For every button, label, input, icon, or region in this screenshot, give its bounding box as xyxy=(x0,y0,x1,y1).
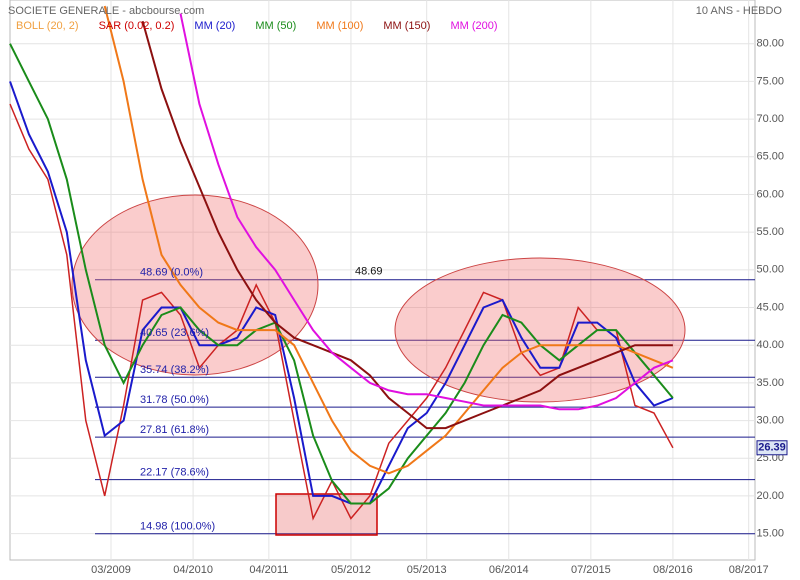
legend-entry: MM (100) xyxy=(316,20,363,32)
fib-label: 14.98 (100.0%) xyxy=(140,521,215,533)
y-tick-label: 70.00 xyxy=(756,113,784,125)
legend-entry: MM (20) xyxy=(194,20,235,32)
fib-high-label: 48.69 xyxy=(355,266,383,278)
moving-average-line xyxy=(103,5,674,475)
y-tick-label: 20.00 xyxy=(756,490,784,502)
moving-average-line xyxy=(9,81,674,505)
chart-subtitle: 10 ANS - HEBDO xyxy=(696,5,783,17)
y-tick-label: 15.00 xyxy=(756,528,784,540)
y-tick-label: 75.00 xyxy=(756,75,784,87)
last-price-tag xyxy=(756,440,788,456)
x-tick-label: 05/2013 xyxy=(407,564,447,576)
highlight-box xyxy=(275,493,378,536)
y-tick-label: 45.00 xyxy=(756,301,784,313)
fib-label: 40.65 (23.6%) xyxy=(140,327,209,339)
y-tick-label: 40.00 xyxy=(756,339,784,351)
fib-label: 31.78 (50.0%) xyxy=(140,394,209,406)
x-tick-label: 04/2010 xyxy=(173,564,213,576)
y-tick-label: 50.00 xyxy=(756,264,784,276)
x-tick-label: 04/2011 xyxy=(249,564,288,576)
y-tick-label: 30.00 xyxy=(756,414,784,426)
highlight-ellipse xyxy=(394,257,686,403)
chart-title: SOCIETE GENERALE - abcbourse.com xyxy=(8,5,204,17)
y-tick-label: 55.00 xyxy=(756,226,784,238)
legend-entry: MM (200) xyxy=(450,20,497,32)
legend-entry: MM (150) xyxy=(383,20,430,32)
plot xyxy=(9,5,674,521)
fib-label: 48.69 (0.0%) xyxy=(140,267,203,279)
moving-average-line xyxy=(9,43,674,505)
x-tick-label: 07/2015 xyxy=(571,564,611,576)
x-tick-label: 05/2012 xyxy=(331,564,371,576)
fib-label: 35.74 (38.2%) xyxy=(140,364,209,376)
last-price-label: 26.39 xyxy=(758,442,786,454)
legend-entry: SAR (0.02, 0.2) xyxy=(99,20,175,32)
fib-label: 22.17 (78.6%) xyxy=(140,466,209,478)
legend: BOLL (20, 2) SAR (0.02, 0.2) MM (20) MM (50… xyxy=(16,20,498,32)
x-tick-label: 08/2017 xyxy=(729,564,769,576)
grid xyxy=(9,0,756,561)
legend-entry: MM (50) xyxy=(255,20,296,32)
moving-average-line xyxy=(179,13,674,411)
legend-entry: BOLL (20, 2) xyxy=(16,20,79,32)
y-tick-label: 60.00 xyxy=(756,188,784,200)
x-tick-label: 03/2009 xyxy=(91,564,131,576)
highlight-ellipse xyxy=(71,194,319,376)
x-tick-label: 06/2014 xyxy=(489,564,529,576)
y-tick-label: 65.00 xyxy=(756,151,784,163)
y-tick-label: 35.00 xyxy=(756,377,784,389)
fib-label: 27.81 (61.8%) xyxy=(140,424,209,436)
x-tick-label: 08/2016 xyxy=(653,564,693,576)
moving-average-line xyxy=(141,20,673,430)
y-tick-label: 80.00 xyxy=(756,38,784,50)
